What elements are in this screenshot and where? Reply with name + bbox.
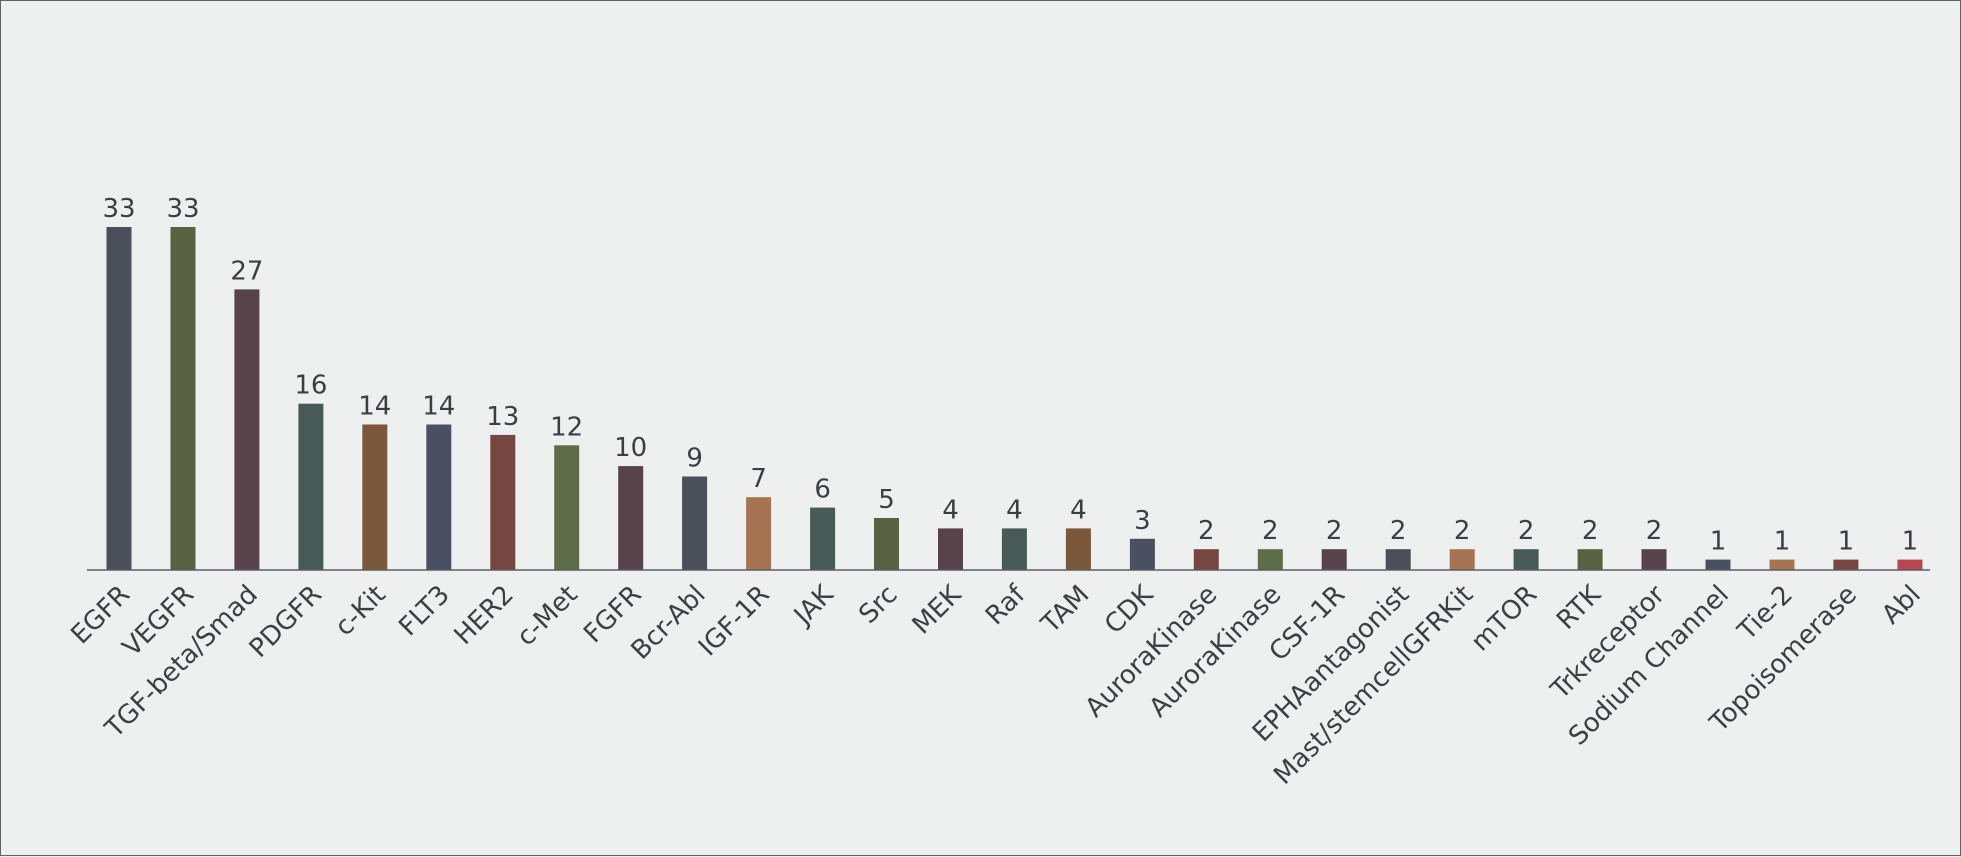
bar-23	[1577, 549, 1603, 570]
bar-14	[1001, 528, 1027, 570]
value-label-13: 4	[942, 495, 959, 525]
value-label-8: 10	[614, 433, 647, 463]
category-label-6: HER2	[449, 580, 520, 651]
bar-11	[810, 507, 836, 570]
bar-17	[1193, 549, 1219, 570]
bar-25	[1705, 559, 1731, 570]
bar-27	[1833, 559, 1859, 570]
value-label-7: 12	[550, 412, 583, 442]
value-label-26: 1	[1774, 527, 1791, 557]
value-label-21: 2	[1454, 516, 1471, 546]
category-label-12: Src	[853, 580, 903, 630]
bar-0	[106, 227, 132, 570]
category-label-23: RTK	[1551, 579, 1608, 636]
category-label-10: IGF-1R	[693, 580, 776, 663]
bar-3	[298, 403, 324, 570]
category-label-22: mTOR	[1465, 580, 1543, 658]
bar-9	[682, 476, 708, 570]
value-label-0: 33	[102, 194, 135, 224]
value-label-6: 13	[486, 402, 519, 432]
bar-6	[490, 434, 516, 570]
value-label-14: 4	[1006, 495, 1023, 525]
bar-26	[1769, 559, 1795, 570]
bar-15	[1065, 528, 1091, 570]
bar-20	[1385, 549, 1411, 570]
value-label-15: 4	[1070, 495, 1087, 525]
value-label-11: 6	[814, 475, 831, 505]
value-label-5: 14	[422, 392, 455, 422]
value-label-4: 14	[358, 392, 391, 422]
value-labels-group: 33 33 27 16 14 14 13 12 10 9 7 6 5 4 4 4 3 2 2 2 2 2 2 2 2 1 1 1 1	[102, 194, 1918, 557]
bar-12	[874, 518, 899, 570]
bar-18	[1257, 549, 1283, 570]
bar-22	[1513, 549, 1539, 570]
value-label-23: 2	[1582, 516, 1599, 546]
bars-group	[106, 227, 1923, 570]
category-label-11: JAK	[787, 579, 840, 632]
value-label-22: 2	[1518, 516, 1535, 546]
category-label-4: c-Kit	[329, 580, 391, 642]
value-label-2: 27	[230, 256, 263, 286]
value-label-3: 16	[294, 371, 327, 401]
bar-4	[362, 424, 388, 570]
value-label-28: 1	[1902, 527, 1919, 557]
bar-21	[1449, 549, 1475, 570]
bar-19	[1321, 549, 1347, 570]
bar-2	[234, 289, 260, 570]
bar-7	[554, 445, 580, 570]
value-label-17: 2	[1198, 516, 1215, 546]
bar-8	[618, 466, 644, 570]
value-label-9: 9	[686, 444, 703, 474]
bar-24	[1641, 549, 1667, 570]
value-label-16: 3	[1134, 506, 1151, 536]
bar-28	[1897, 559, 1923, 570]
category-label-13: MEK	[907, 579, 968, 640]
category-label-7: c-Met	[511, 580, 583, 652]
value-label-27: 1	[1838, 527, 1855, 557]
value-label-1: 33	[166, 194, 199, 224]
value-label-24: 2	[1646, 516, 1663, 546]
value-label-20: 2	[1390, 516, 1407, 546]
value-label-19: 2	[1326, 516, 1343, 546]
bar-5	[426, 424, 452, 570]
bar-10	[746, 497, 772, 570]
value-label-18: 2	[1262, 516, 1279, 546]
category-label-3: PDGFR	[244, 580, 328, 664]
category-label-5: FLT3	[393, 580, 455, 642]
bar-1	[170, 227, 196, 570]
category-label-14: Raf	[980, 579, 1032, 631]
bar-13	[938, 528, 963, 570]
bar-16	[1129, 538, 1155, 570]
value-label-25: 1	[1710, 527, 1727, 557]
category-label-28: Abl	[1876, 580, 1927, 631]
category-label-15: TAM	[1035, 580, 1095, 640]
value-label-10: 7	[750, 464, 767, 494]
value-label-12: 5	[878, 485, 895, 515]
